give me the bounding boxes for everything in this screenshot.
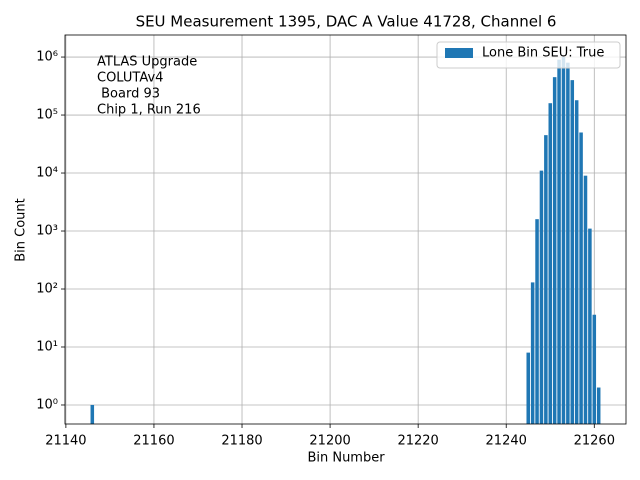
y-tick-label: 10² <box>36 282 58 297</box>
y-tick-label: 10³ <box>36 224 58 239</box>
y-tick-label: 10⁴ <box>36 166 58 181</box>
bar <box>574 100 579 424</box>
annotation-line: Chip 1, Run 216 <box>97 103 201 118</box>
bar <box>570 80 575 425</box>
bar <box>588 228 592 424</box>
bar <box>90 404 95 424</box>
chart-title: SEU Measurement 1395, DAC A Value 41728,… <box>136 13 557 31</box>
x-tick-label: 21180 <box>221 434 262 449</box>
bar <box>552 77 557 425</box>
y-tick-label: 10⁰ <box>36 397 58 412</box>
annotation-line: COLUTAv4 <box>97 71 163 86</box>
annotation-line: Board 93 <box>97 87 160 102</box>
x-tick-label: 21200 <box>309 434 350 449</box>
legend-label: Lone Bin SEU: True <box>482 46 604 61</box>
bar <box>548 103 553 424</box>
bar <box>557 59 561 424</box>
x-tick-label: 21140 <box>45 434 86 449</box>
y-tick-label: 10⁵ <box>36 108 58 123</box>
x-tick-label: 21240 <box>486 434 527 449</box>
bar <box>539 170 544 424</box>
bar <box>596 387 601 424</box>
bar <box>526 352 531 424</box>
legend-swatch <box>445 48 473 58</box>
bar <box>530 282 535 424</box>
bar <box>566 62 570 424</box>
legend-box <box>436 41 621 69</box>
x-tick-label: 21260 <box>574 434 615 449</box>
bar <box>583 175 588 424</box>
y-tick-label: 10⁶ <box>36 50 58 65</box>
plot-frame <box>64 34 627 425</box>
bar <box>579 132 583 424</box>
x-tick-label: 21160 <box>133 434 174 449</box>
bar <box>561 57 566 425</box>
y-axis-label: Bin Count <box>14 198 29 262</box>
x-axis-label: Bin Number <box>307 451 385 466</box>
bar <box>592 314 597 424</box>
annotation-line: ATLAS Upgrade <box>97 55 197 70</box>
x-tick-label: 21220 <box>397 434 438 449</box>
bar <box>544 135 548 424</box>
y-tick-label: 10¹ <box>36 339 58 354</box>
bar <box>535 219 539 424</box>
